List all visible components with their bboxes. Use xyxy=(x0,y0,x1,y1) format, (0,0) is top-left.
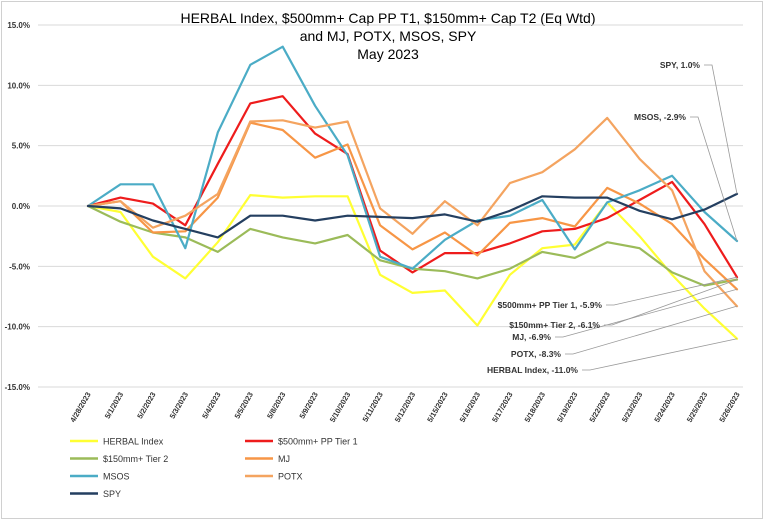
series-line-mj xyxy=(86,121,739,291)
x-tick-label: 5/11/2023 xyxy=(361,391,385,424)
series-lines xyxy=(86,45,739,340)
x-tick-label: 5/25/2023 xyxy=(685,391,709,424)
annotation-leader xyxy=(582,338,738,371)
x-tick-label: 5/19/2023 xyxy=(555,391,579,424)
x-tick-label: 4/28/2023 xyxy=(68,391,92,424)
x-tick-label: 5/18/2023 xyxy=(523,391,547,424)
annotation-leader xyxy=(704,64,738,195)
annotations: SPY, 1.0% MSOS, -2.9% $500mm+ PP Tier 1, -… xyxy=(487,60,700,375)
legend-label: HERBAL Index xyxy=(103,437,164,447)
x-tick-label: 5/26/2023 xyxy=(717,391,741,424)
x-tick-label: 5/4/2023 xyxy=(200,391,222,421)
legend-label: SPY xyxy=(103,489,121,499)
annotation-label: MSOS, -2.9% xyxy=(634,112,686,122)
annotation-label: MJ, -6.9% xyxy=(512,332,551,342)
gridlines xyxy=(38,24,743,388)
series-line-potx xyxy=(86,116,739,308)
annotation-leader xyxy=(555,288,738,338)
legend-label: $500mm+ PP Tier 1 xyxy=(278,437,358,447)
annotation-leaders xyxy=(555,64,738,371)
y-axis-ticks: 15.0% 10.0% 5.0% 0.0% -5.0% -10.0% -15.0% xyxy=(5,21,30,392)
x-tick-label: 5/2/2023 xyxy=(135,391,157,421)
y-tick-label: 15.0% xyxy=(7,21,30,30)
legend: HERBAL Index $500mm+ PP Tier 1 $150mm+ Tie… xyxy=(70,437,358,499)
annotation-leader xyxy=(565,305,738,355)
x-tick-label: 5/12/2023 xyxy=(393,391,417,424)
annotation-leader xyxy=(690,116,738,242)
x-tick-label: 5/9/2023 xyxy=(297,391,319,421)
chart-title-line: HERBAL Index, $500mm+ Cap PP T1, $150mm+… xyxy=(180,10,595,26)
y-tick-label: -5.0% xyxy=(9,262,30,271)
y-tick-label: 5.0% xyxy=(12,142,30,151)
x-tick-label: 5/5/2023 xyxy=(233,391,255,421)
series-line-spy xyxy=(86,192,739,239)
legend-label: $150mm+ Tier 2 xyxy=(103,454,168,464)
series-line-herbal-index xyxy=(86,194,739,340)
x-tick-label: 5/16/2023 xyxy=(458,391,482,424)
x-tick-label: 5/23/2023 xyxy=(620,391,644,424)
x-tick-label: 5/8/2023 xyxy=(265,391,287,421)
x-tick-label: 5/1/2023 xyxy=(103,391,125,421)
annotation-label: POTX, -8.3% xyxy=(511,349,562,359)
x-tick-label: 5/24/2023 xyxy=(652,391,676,424)
y-tick-label: 0.0% xyxy=(12,202,30,211)
chart-title-line: May 2023 xyxy=(357,46,419,62)
annotation-label: SPY, 1.0% xyxy=(660,60,701,70)
x-tick-label: 5/3/2023 xyxy=(168,391,190,421)
chart-title: HERBAL Index, $500mm+ Cap PP T1, $150mm+… xyxy=(180,10,595,62)
legend-label: MSOS xyxy=(103,472,130,482)
annotation-leader xyxy=(604,279,738,326)
chart-title-line: and MJ, POTX, MSOS, SPY xyxy=(300,28,477,44)
x-axis-ticks: 4/28/2023 5/1/2023 5/2/2023 5/3/2023 5/4/202… xyxy=(68,391,741,424)
annotation-label: $500mm+ PP Tier 1, -5.9% xyxy=(498,300,603,310)
x-tick-label: 5/15/2023 xyxy=(425,391,449,424)
y-tick-label: -15.0% xyxy=(5,383,30,392)
legend-label: POTX xyxy=(278,472,303,482)
annotation-label: $150mm+ Tier 2, -6.1% xyxy=(509,320,600,330)
x-tick-label: 5/10/2023 xyxy=(328,391,352,424)
legend-label: MJ xyxy=(278,454,290,464)
x-tick-label: 5/22/2023 xyxy=(587,391,611,424)
x-tick-label: 5/17/2023 xyxy=(490,391,514,424)
y-tick-label: -10.0% xyxy=(5,323,30,332)
annotation-leader xyxy=(606,276,738,306)
annotation-label: HERBAL Index, -11.0% xyxy=(487,365,578,375)
y-tick-label: 10.0% xyxy=(7,81,30,90)
